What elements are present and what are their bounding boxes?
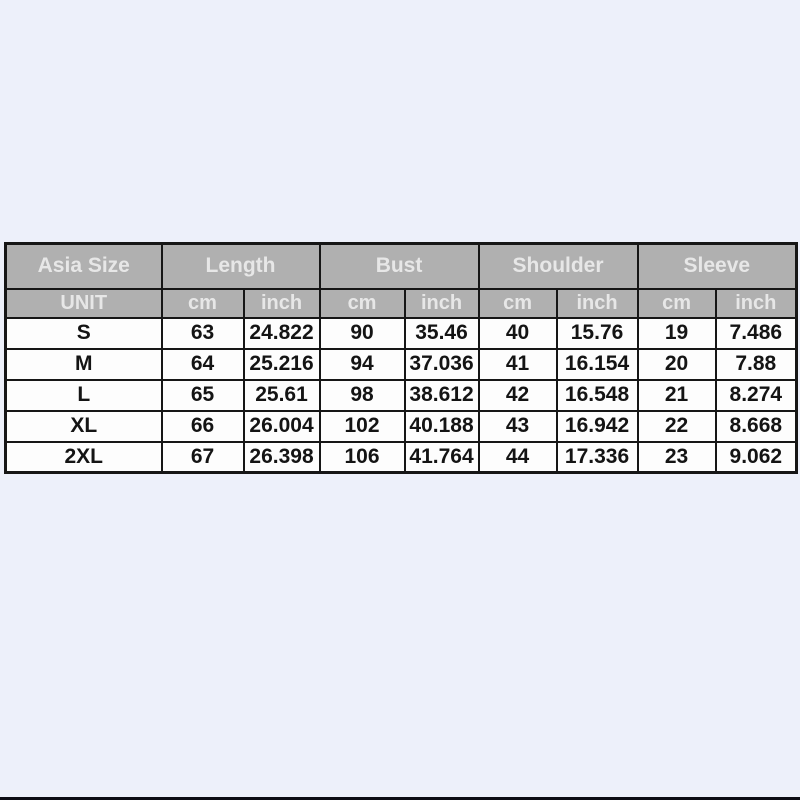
length-cm-value: 63 (160, 316, 245, 350)
header-asia-size: Asia Size (4, 242, 163, 290)
sleeve-cm-value: 19 (636, 316, 717, 350)
bust-cm-value: 106 (318, 440, 406, 474)
size-label: M (4, 347, 163, 381)
header-sleeve: Sleeve (636, 242, 798, 290)
length-cm-value: 66 (160, 409, 245, 443)
table-row-xl: XL 66 26.004 102 40.188 43 16.942 22 8.6… (4, 409, 798, 443)
unit-length-inch: inch (242, 287, 321, 319)
shoulder-inch-value: 15.76 (555, 316, 639, 350)
sleeve-cm-value: 23 (636, 440, 717, 474)
unit-sleeve-inch: inch (714, 287, 798, 319)
bottom-edge-bar (0, 797, 800, 800)
length-cm-value: 65 (160, 378, 245, 412)
bust-cm-value: 98 (318, 378, 406, 412)
unit-bust-cm: cm (318, 287, 406, 319)
table-row-m: M 64 25.216 94 37.036 41 16.154 20 7.88 (4, 347, 798, 381)
length-inch-value: 25.61 (242, 378, 321, 412)
size-label: 2XL (4, 440, 163, 474)
header-shoulder: Shoulder (477, 242, 639, 290)
group-header-row: Asia Size Length Bust Shoulder Sleeve (4, 242, 798, 290)
shoulder-inch-value: 16.154 (555, 347, 639, 381)
length-cm-value: 67 (160, 440, 245, 474)
size-chart-table: Asia Size Length Bust Shoulder Sleeve UN… (4, 242, 799, 474)
header-bust: Bust (318, 242, 480, 290)
bust-inch-value: 37.036 (403, 347, 480, 381)
unit-length-cm: cm (160, 287, 245, 319)
shoulder-cm-value: 41 (477, 347, 558, 381)
length-inch-value: 26.004 (242, 409, 321, 443)
shoulder-inch-value: 16.942 (555, 409, 639, 443)
sleeve-inch-value: 7.88 (714, 347, 798, 381)
shoulder-inch-value: 16.548 (555, 378, 639, 412)
table-row-s: S 63 24.822 90 35.46 40 15.76 19 7.486 (4, 316, 798, 350)
sleeve-cm-value: 21 (636, 378, 717, 412)
unit-header-row: UNIT cm inch cm inch cm inch cm inch (4, 287, 798, 319)
length-inch-value: 25.216 (242, 347, 321, 381)
sleeve-cm-value: 22 (636, 409, 717, 443)
length-cm-value: 64 (160, 347, 245, 381)
sleeve-inch-value: 8.274 (714, 378, 798, 412)
bust-cm-value: 90 (318, 316, 406, 350)
table-row-2xl: 2XL 67 26.398 106 41.764 44 17.336 23 9.… (4, 440, 798, 474)
sleeve-inch-value: 8.668 (714, 409, 798, 443)
bust-inch-value: 40.188 (403, 409, 480, 443)
shoulder-cm-value: 40 (477, 316, 558, 350)
header-length: Length (160, 242, 321, 290)
sleeve-cm-value: 20 (636, 347, 717, 381)
unit-sleeve-cm: cm (636, 287, 717, 319)
bust-cm-value: 102 (318, 409, 406, 443)
shoulder-inch-value: 17.336 (555, 440, 639, 474)
unit-label: UNIT (4, 287, 163, 319)
length-inch-value: 26.398 (242, 440, 321, 474)
length-inch-value: 24.822 (242, 316, 321, 350)
sleeve-inch-value: 7.486 (714, 316, 798, 350)
size-label: L (4, 378, 163, 412)
bust-inch-value: 41.764 (403, 440, 480, 474)
unit-shoulder-cm: cm (477, 287, 558, 319)
shoulder-cm-value: 42 (477, 378, 558, 412)
shoulder-cm-value: 44 (477, 440, 558, 474)
table-row-l: L 65 25.61 98 38.612 42 16.548 21 8.274 (4, 378, 798, 412)
shoulder-cm-value: 43 (477, 409, 558, 443)
size-label: XL (4, 409, 163, 443)
bust-inch-value: 35.46 (403, 316, 480, 350)
bust-cm-value: 94 (318, 347, 406, 381)
unit-shoulder-inch: inch (555, 287, 639, 319)
sleeve-inch-value: 9.062 (714, 440, 798, 474)
unit-bust-inch: inch (403, 287, 480, 319)
size-label: S (4, 316, 163, 350)
bust-inch-value: 38.612 (403, 378, 480, 412)
